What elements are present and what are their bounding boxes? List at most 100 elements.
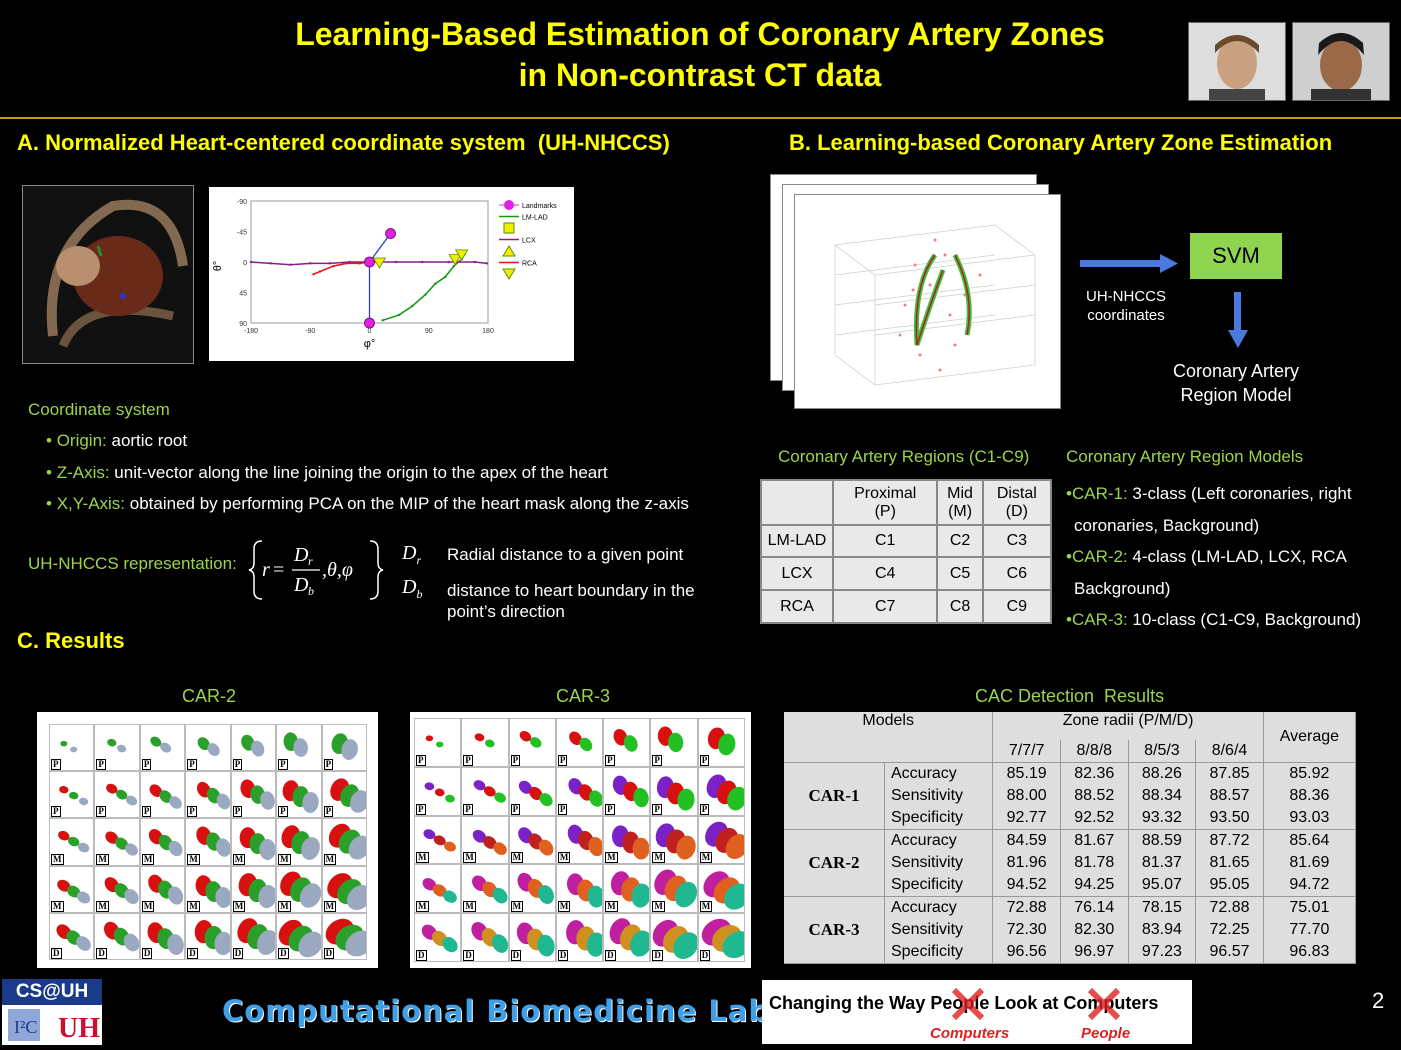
metric-value: 87.72	[1195, 829, 1264, 852]
result-thumbnail: P	[508, 718, 556, 767]
y-tick-label: 0	[243, 260, 247, 267]
legend-label: RCA	[522, 261, 537, 268]
series-point	[332, 264, 335, 268]
result-thumbnail: M	[603, 864, 651, 914]
row-letter: M	[96, 900, 109, 912]
x-tick-label: 0	[368, 328, 372, 335]
series-point	[394, 260, 398, 264]
cac-row: Sensitivity 72.30 82.30 83.94 72.25 77.70	[784, 919, 1357, 941]
regions-cell: C5	[936, 556, 984, 591]
row-letter: P	[510, 754, 521, 766]
result-thumbnail: P	[139, 724, 186, 772]
row-letter: M	[652, 852, 665, 864]
row-letter: P	[51, 759, 61, 771]
title-line-1: Learning-Based Estimation of Coronary Ar…	[295, 16, 1105, 52]
metric-name: Sensitivity	[884, 785, 994, 807]
metric-value: 92.77	[992, 807, 1061, 830]
result-thumbnail: D	[414, 913, 462, 962]
metric-value: 93.50	[1195, 807, 1264, 830]
row-letter: D	[323, 948, 335, 959]
legend-swatch	[502, 245, 516, 257]
svg-text:I²C: I²C	[14, 1017, 37, 1037]
series-point	[269, 262, 272, 265]
model-label-line-2: Region Model	[1180, 385, 1292, 405]
x-tick-label: 90	[425, 328, 433, 335]
radii-header: 8/5/3	[1128, 740, 1197, 763]
arrow-label: UH-NHCCS coordinates	[1080, 287, 1172, 325]
result-thumbnail: M	[139, 818, 186, 866]
result-thumbnail: M	[49, 865, 95, 913]
series-point	[485, 262, 488, 265]
result-thumbnail: D	[603, 913, 651, 962]
metric-name: Sensitivity	[884, 919, 994, 941]
metric-value: 78.15	[1128, 896, 1197, 919]
result-thumbnail: M	[461, 864, 509, 914]
row-letter: D	[141, 948, 153, 959]
row-letter: D	[699, 949, 711, 961]
cac-title: CAC Detection Results	[975, 686, 1165, 706]
result-thumbnail: D	[555, 913, 604, 962]
regions-header-proximal: Proximal (P)	[831, 479, 939, 526]
result-thumbnail: M	[230, 818, 277, 866]
uh-emblem-icon: I²C UH	[8, 1009, 100, 1044]
row-letter: M	[278, 853, 291, 865]
section-b-heading: B. Learning-based Coronary Artery Zone E…	[789, 130, 1333, 155]
db-description: distance to heart boundary in the point’…	[447, 580, 695, 622]
row-letter: D	[232, 948, 244, 959]
model-name: CAR-3	[784, 896, 885, 964]
cross-mark-icon	[1087, 987, 1121, 1021]
regions-header-distal: Distal (D)	[981, 479, 1053, 526]
result-thumbnail: P	[94, 771, 140, 819]
cs-uh-logo: CS@UH I²C UH	[2, 979, 102, 1045]
row-letter: P	[652, 803, 662, 815]
result-thumbnail: D	[49, 912, 95, 960]
metric-value: 82.36	[1060, 762, 1129, 785]
svg-text:r: r	[262, 559, 270, 581]
cac-row: Specificity 94.52 94.25 95.07 95.05 94.72	[784, 874, 1357, 897]
model-label-line-1: Coronary Artery	[1172, 361, 1300, 381]
result-thumbnail: D	[650, 913, 698, 962]
row-letter: P	[699, 803, 710, 815]
result-thumbnail: M	[555, 815, 604, 865]
arrow-to-svm	[1080, 254, 1180, 279]
db-desc-line-2: point’s direction	[447, 602, 565, 621]
row-letter: D	[416, 949, 427, 961]
row-letter: M	[416, 901, 429, 913]
result-thumbnail: P	[276, 724, 322, 772]
row-letter: M	[141, 900, 155, 912]
metric-value: 85.19	[992, 762, 1061, 785]
result-thumbnail: P	[94, 724, 140, 772]
scatter-stack	[770, 174, 1065, 414]
result-thumbnail: M	[49, 818, 95, 866]
result-thumbnail: P	[414, 718, 462, 767]
nhccs-chart-svg: -180 -90 0 90 180 -90 -45 0 45 90 φ° θ° Landmarks LM-…	[212, 199, 557, 350]
db-symbol: Db	[402, 576, 423, 601]
row-letter: M	[699, 852, 713, 864]
radii-header: 8/8/8	[1060, 740, 1129, 763]
row-letter: P	[557, 803, 568, 815]
series-point	[318, 270, 322, 273]
row-letter: D	[96, 948, 107, 959]
car3-results-label: CAR-3	[556, 686, 611, 706]
series-point	[444, 275, 447, 279]
series-point	[434, 282, 437, 285]
radii-header: 8/6/4	[1195, 740, 1264, 763]
metric-value: 72.88	[1195, 896, 1264, 919]
result-thumbnail: P	[185, 724, 231, 772]
result-thumbnail: M	[555, 864, 604, 914]
metric-value: 95.05	[1195, 874, 1264, 897]
regions-cell: C6	[981, 556, 1053, 591]
series-point	[309, 262, 312, 265]
regions-row: RCA C7 C8 C9	[760, 589, 1053, 624]
metric-value: 82.30	[1060, 919, 1129, 941]
row-letter: M	[463, 852, 476, 864]
metric-value: 81.65	[1195, 852, 1264, 874]
row-letter: P	[557, 754, 568, 766]
result-thumbnail: D	[276, 912, 322, 960]
author-photo-2	[1292, 22, 1390, 101]
landmark-point	[364, 256, 375, 268]
slide-title: Learning-Based Estimation of Coronary Ar…	[200, 14, 1200, 96]
regions-cell: LM-LAD	[760, 524, 834, 558]
row-letter: M	[605, 852, 618, 864]
